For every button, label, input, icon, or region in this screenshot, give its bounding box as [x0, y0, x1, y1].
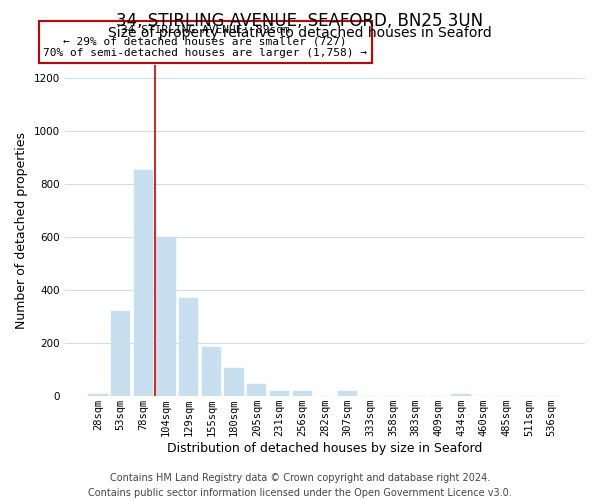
Bar: [202, 347, 221, 396]
Bar: [338, 391, 357, 396]
Bar: [88, 394, 107, 396]
Bar: [451, 394, 470, 396]
Text: Contains HM Land Registry data © Crown copyright and database right 2024.
Contai: Contains HM Land Registry data © Crown c…: [88, 472, 512, 498]
Bar: [179, 298, 199, 396]
Bar: [247, 384, 266, 396]
Y-axis label: Number of detached properties: Number of detached properties: [15, 132, 28, 329]
X-axis label: Distribution of detached houses by size in Seaford: Distribution of detached houses by size …: [167, 442, 482, 455]
Bar: [224, 368, 244, 396]
Text: 34, STIRLING AVENUE, SEAFORD, BN25 3UN: 34, STIRLING AVENUE, SEAFORD, BN25 3UN: [116, 12, 484, 30]
Bar: [157, 237, 176, 396]
Text: 34 STIRLING AVENUE: 89sqm
← 29% of detached houses are smaller (727)
70% of semi: 34 STIRLING AVENUE: 89sqm ← 29% of detac…: [43, 25, 367, 58]
Bar: [134, 170, 153, 396]
Bar: [111, 312, 130, 396]
Bar: [293, 391, 312, 396]
Bar: [270, 391, 289, 396]
Text: Size of property relative to detached houses in Seaford: Size of property relative to detached ho…: [108, 26, 492, 40]
